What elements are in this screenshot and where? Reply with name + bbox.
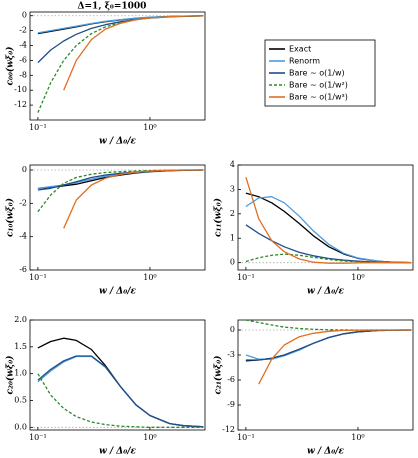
y-tick-label: -4 [19, 232, 27, 241]
y-tick-label: 2 [230, 209, 235, 218]
chart-title: Δ=1, ξ₀=1000 [78, 2, 147, 12]
plot-lines [37, 15, 204, 113]
series-line [37, 15, 204, 34]
y-tick-label: -4 [19, 41, 27, 50]
series-line [245, 329, 412, 361]
series-line [37, 15, 204, 113]
series-line [245, 196, 412, 264]
series-line [37, 169, 204, 191]
y-tick-label: 1.5 [14, 342, 27, 351]
x-tick-label: 10⁰ [351, 273, 364, 282]
y-axis-label: c₂₀(wξ₀) [5, 356, 16, 395]
legend-label: Bare ~ o(1/w³) [289, 93, 348, 102]
legend-label: Bare ~ o(1/w) [289, 69, 345, 78]
x-tick-label: 10⁰ [143, 123, 156, 132]
series-line [37, 355, 204, 428]
y-tick-label: 3 [230, 184, 235, 193]
x-axis-label: w / Δ₀/ε [307, 287, 345, 297]
plot-lines [245, 177, 412, 264]
y-tick-label: 0.5 [14, 395, 27, 404]
x-tick-label: 10⁻¹ [29, 273, 47, 282]
legend-label: Bare ~ o(1/w²) [289, 81, 348, 90]
y-tick-label: -3 [227, 350, 235, 359]
y-tick-label: -2 [19, 198, 27, 207]
y-axis-label: c₁₀(wξ₀) [5, 198, 16, 237]
series-line [37, 355, 204, 428]
plot-frame [29, 164, 206, 271]
x-axis-label: w / Δ₀/ε [99, 287, 137, 297]
series-line [245, 329, 412, 360]
plot-frame [237, 319, 414, 431]
x-tick-label: 10⁻¹ [29, 123, 47, 132]
y-tick-label: 0.0 [14, 422, 27, 431]
y-tick-label: -6 [227, 375, 235, 384]
y-tick-label: -6 [19, 265, 27, 274]
y-tick-label: 1 [230, 233, 235, 242]
plot-lines [37, 169, 204, 229]
series-line [245, 329, 412, 362]
series-line [245, 320, 412, 331]
plot-frame [29, 11, 206, 121]
y-axis-label: c₀₀(wξ₀) [5, 47, 16, 86]
series-line [63, 169, 204, 229]
plot-lines [245, 320, 412, 385]
y-tick-label: -10 [14, 85, 27, 94]
y-tick-label: 2.0 [14, 315, 27, 324]
x-tick-label: 10⁰ [143, 433, 156, 442]
plot-frame [237, 164, 414, 271]
y-tick-label: 0 [22, 11, 27, 20]
legend-label: Exact [289, 45, 311, 54]
y-tick-label: -8 [19, 70, 27, 79]
series-line [37, 169, 204, 213]
y-tick-label: -9 [227, 400, 235, 409]
y-axis-label: c₁₁(wξ₀) [213, 198, 224, 237]
series-line [245, 177, 412, 264]
plot-frame [29, 319, 206, 431]
x-axis-label: w / Δ₀/ε [307, 447, 345, 457]
plot-lines [37, 337, 204, 428]
y-tick-label: 1.0 [14, 369, 27, 378]
y-tick-label: -2 [19, 26, 27, 35]
x-axis-label: w / Δ₀/ε [99, 447, 137, 457]
y-axis-label: c₂₁(wξ₀) [213, 356, 224, 395]
series-line [37, 15, 204, 35]
y-tick-label: -12 [14, 100, 27, 109]
x-tick-label: 10⁰ [143, 273, 156, 282]
y-tick-label: 0 [230, 325, 235, 334]
y-tick-label: -6 [19, 55, 27, 64]
x-tick-label: 10⁻¹ [237, 273, 255, 282]
y-tick-label: -12 [222, 425, 235, 434]
legend-label: Renorm [289, 57, 320, 66]
series-line [258, 329, 412, 385]
x-tick-label: 10⁻¹ [237, 433, 255, 442]
y-tick-label: 0 [230, 258, 235, 267]
y-tick-label: 4 [230, 160, 235, 169]
y-tick-label: 0 [22, 165, 27, 174]
series-line [245, 192, 412, 264]
series-line [63, 15, 204, 91]
x-tick-label: 10⁻¹ [29, 433, 47, 442]
x-axis-label: w / Δ₀/ε [99, 137, 137, 147]
series-line [37, 337, 204, 428]
series-line [37, 373, 204, 428]
x-tick-label: 10⁰ [351, 433, 364, 442]
